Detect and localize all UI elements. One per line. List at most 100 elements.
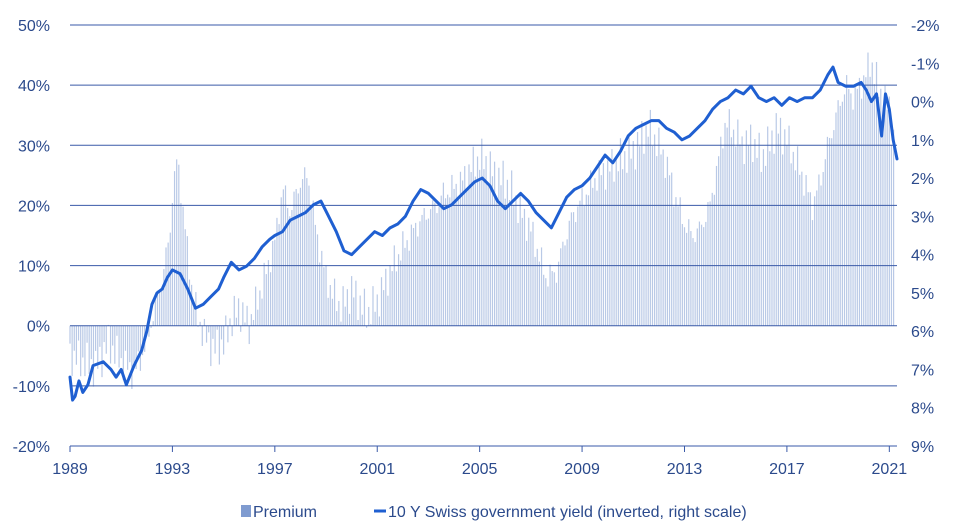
premium-bar bbox=[594, 178, 596, 326]
premium-bar bbox=[438, 204, 440, 326]
premium-bar bbox=[246, 305, 248, 326]
premium-bar bbox=[112, 325, 114, 346]
premium-bar bbox=[355, 280, 357, 326]
premium-bar bbox=[683, 227, 686, 326]
right-axis-tick-label: 9% bbox=[911, 439, 934, 456]
premium-bar bbox=[843, 94, 846, 326]
premium-bar bbox=[673, 206, 675, 326]
premium-bar bbox=[248, 325, 250, 345]
premium-bar bbox=[609, 171, 611, 326]
premium-bar bbox=[515, 195, 517, 326]
premium-bar bbox=[280, 197, 282, 326]
premium-bar bbox=[242, 302, 244, 326]
premium-bar bbox=[540, 247, 543, 326]
premium-bar bbox=[636, 132, 639, 326]
premium-bar bbox=[229, 318, 231, 326]
premium-bar bbox=[269, 272, 272, 326]
premium-bar bbox=[493, 161, 496, 326]
premium-bar bbox=[304, 167, 306, 326]
premium-bar bbox=[771, 130, 773, 326]
premium-bar bbox=[654, 134, 656, 326]
premium-bar bbox=[344, 306, 346, 326]
premium-bar bbox=[361, 314, 363, 326]
premium-bar bbox=[828, 137, 831, 326]
premium-bar bbox=[703, 227, 705, 326]
premium-bar bbox=[643, 153, 645, 326]
premium-bar bbox=[794, 170, 797, 326]
premium-bar bbox=[442, 182, 444, 326]
premium-bar bbox=[481, 138, 483, 326]
premium-bar bbox=[90, 325, 92, 360]
premium-bar bbox=[353, 297, 355, 326]
premium-bar bbox=[214, 325, 216, 354]
premium-bar bbox=[137, 325, 139, 352]
premium-bar bbox=[263, 262, 265, 326]
premium-bar bbox=[351, 276, 353, 326]
premium-bar bbox=[675, 197, 677, 326]
premium-bar bbox=[141, 325, 144, 356]
premium-bar bbox=[500, 185, 502, 326]
premium-bar bbox=[257, 309, 259, 326]
premium-bar bbox=[114, 325, 116, 364]
premium-bar bbox=[634, 169, 637, 326]
right-axis-tick-label: 8% bbox=[911, 401, 934, 418]
premium-bar bbox=[745, 130, 747, 326]
premium-bar bbox=[498, 167, 500, 326]
premium-bar bbox=[223, 325, 225, 355]
premium-bar bbox=[116, 325, 118, 336]
premium-bar bbox=[103, 325, 105, 343]
premium-bar bbox=[419, 221, 421, 326]
premium-bar bbox=[792, 151, 794, 326]
premium-bar bbox=[502, 160, 504, 326]
premium-bar bbox=[314, 224, 316, 326]
premium-bar bbox=[374, 311, 376, 326]
premium-bar bbox=[193, 307, 195, 326]
premium-bar bbox=[133, 325, 135, 368]
premium-bar bbox=[508, 200, 511, 326]
premium-bar bbox=[892, 129, 895, 326]
x-axis-tick-label: 1993 bbox=[155, 461, 191, 478]
left-axis-tick-label: 30% bbox=[18, 138, 50, 155]
premium-bar bbox=[720, 136, 722, 326]
premium-bar bbox=[466, 190, 468, 326]
premium-bar bbox=[489, 151, 491, 326]
premium-bar bbox=[860, 98, 863, 326]
premium-bar bbox=[278, 224, 280, 326]
premium-bar bbox=[148, 325, 150, 337]
premium-bar bbox=[579, 200, 581, 326]
legend-premium-label: Premium bbox=[253, 504, 317, 521]
premium-bar bbox=[461, 180, 464, 326]
premium-bar bbox=[735, 146, 737, 326]
premium-bar bbox=[532, 221, 534, 326]
premium-bar bbox=[250, 314, 252, 326]
right-axis-tick-label: 5% bbox=[911, 286, 934, 303]
premium-bar bbox=[639, 146, 641, 326]
premium-bar bbox=[99, 325, 101, 347]
premium-bar bbox=[338, 300, 340, 326]
premium-bar bbox=[92, 325, 95, 387]
premium-bar bbox=[664, 177, 666, 326]
premium-bar bbox=[613, 181, 615, 326]
premium-bar bbox=[747, 144, 750, 326]
premium-bar bbox=[197, 325, 199, 327]
premium-bar bbox=[696, 228, 698, 326]
premium-bar bbox=[297, 193, 299, 326]
premium-bar bbox=[801, 171, 803, 326]
premium-bar bbox=[562, 241, 564, 326]
premium-bar bbox=[519, 194, 521, 326]
left-axis-tick-label: 0% bbox=[27, 319, 50, 336]
premium-bar bbox=[82, 325, 84, 358]
premium-bar bbox=[671, 172, 673, 326]
premium-bar bbox=[359, 295, 361, 326]
premium-bar bbox=[660, 154, 662, 326]
premium-bar bbox=[449, 197, 451, 326]
premium-bar bbox=[811, 220, 814, 326]
premium-bar bbox=[163, 269, 165, 326]
premium-bar bbox=[632, 140, 634, 326]
premium-bar bbox=[764, 165, 767, 326]
x-axis-tick-label: 2021 bbox=[872, 461, 908, 478]
premium-bar bbox=[306, 178, 308, 326]
premium-bar bbox=[165, 247, 167, 326]
premium-bar bbox=[208, 325, 210, 333]
premium-bar bbox=[261, 298, 263, 326]
